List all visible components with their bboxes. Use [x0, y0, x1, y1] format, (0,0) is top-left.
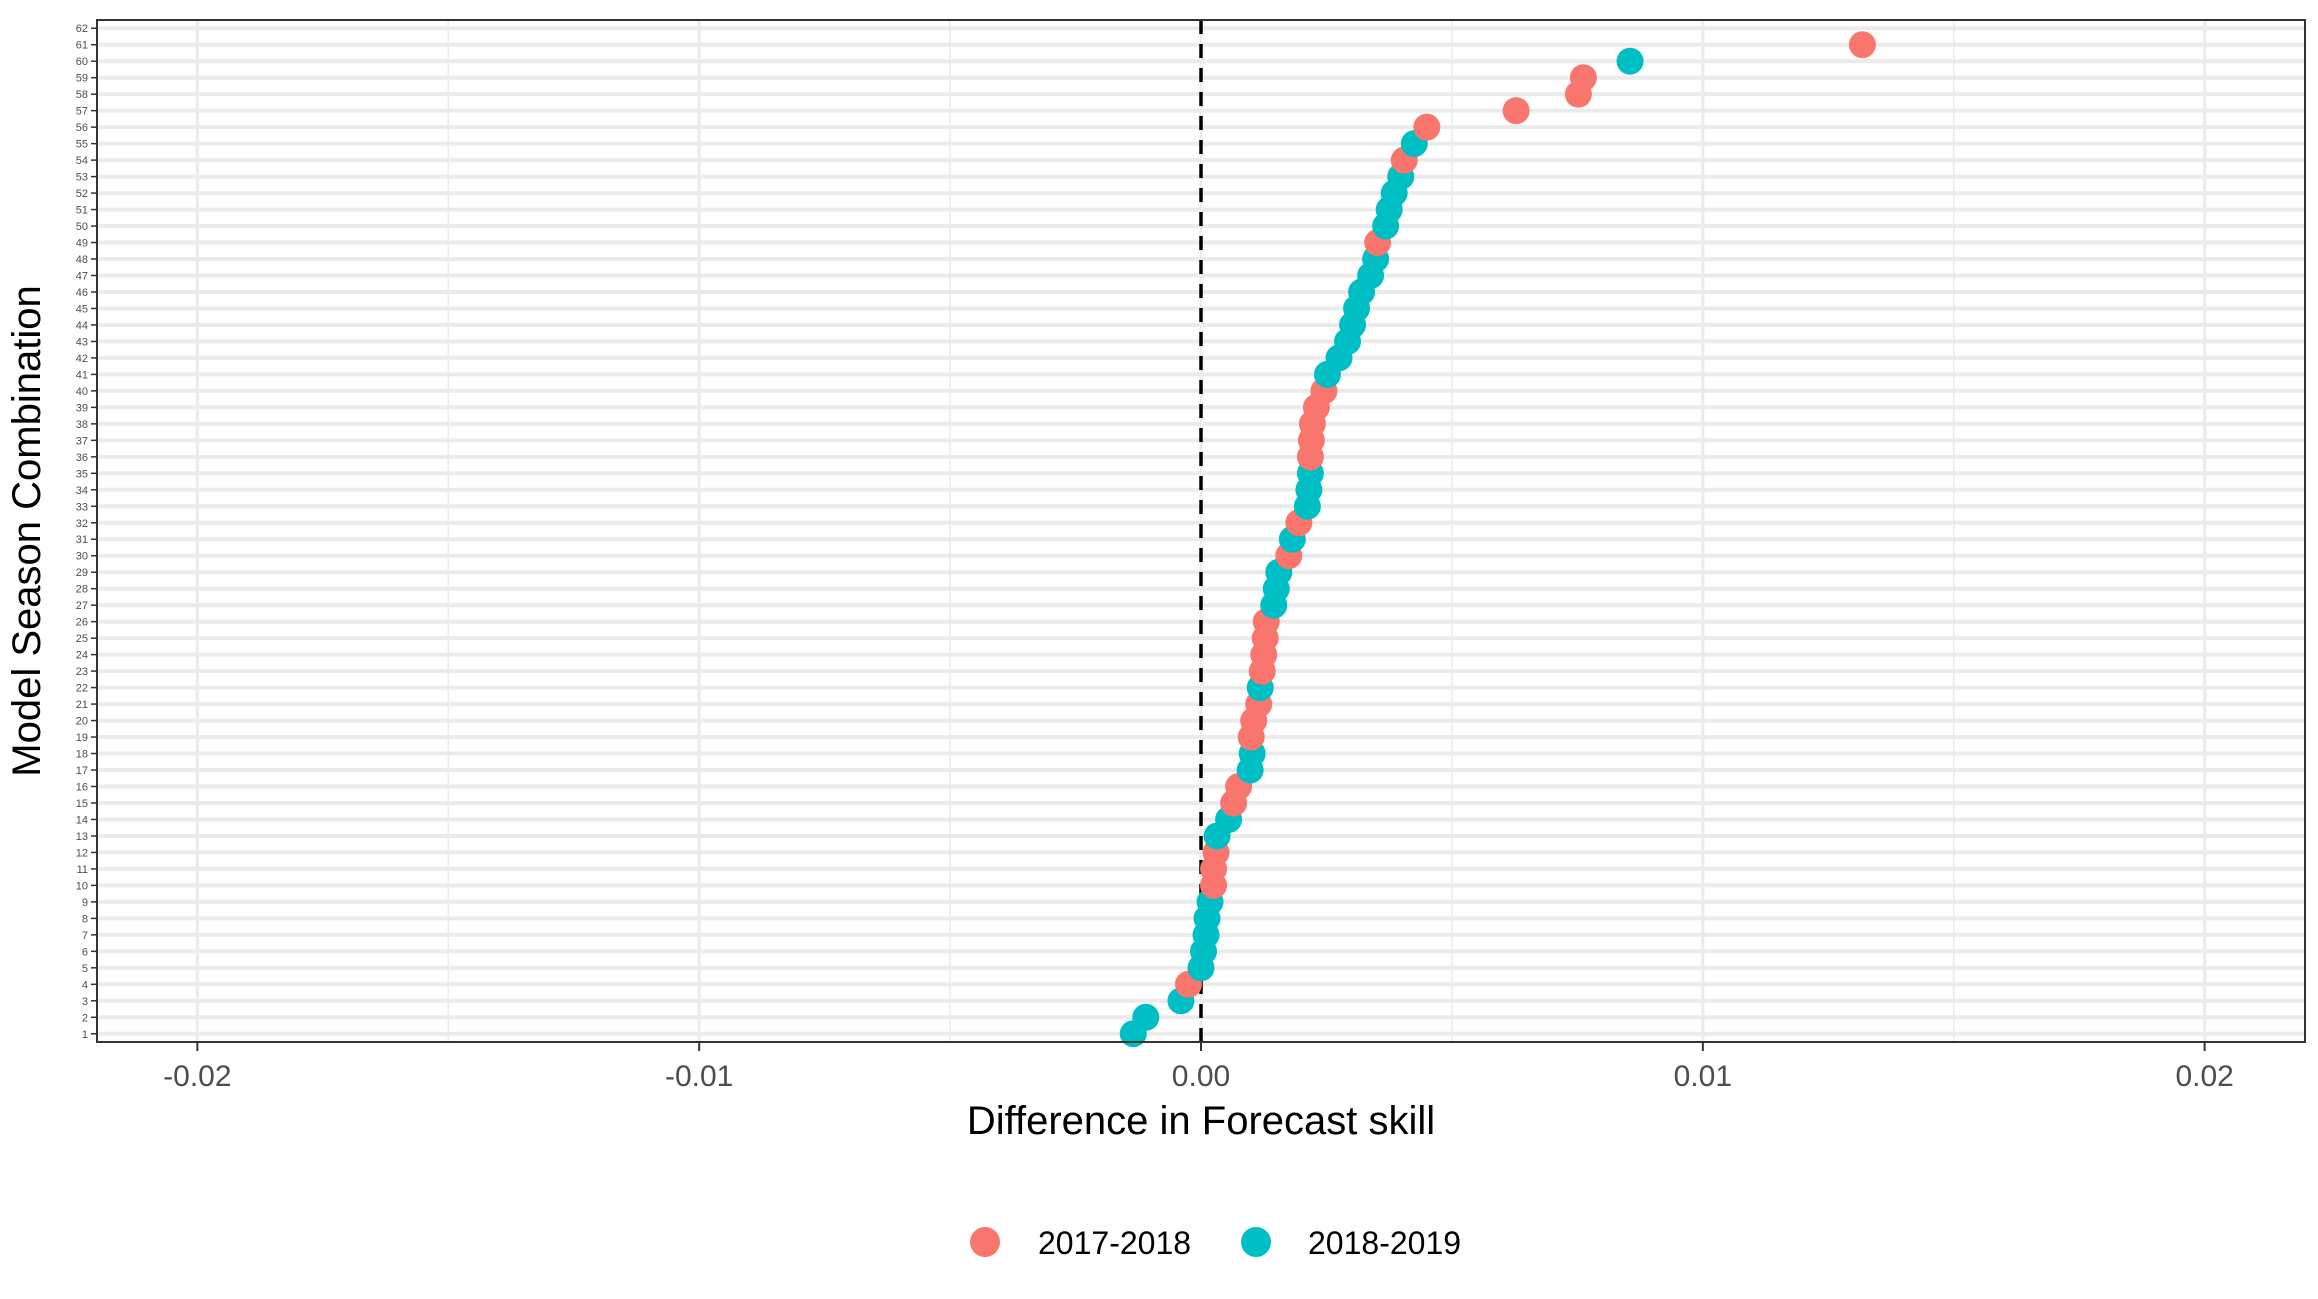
point-2018-2019-60 — [1616, 47, 1644, 75]
y-tick-label: 44 — [76, 320, 88, 332]
y-tick-label: 40 — [76, 386, 88, 398]
y-tick-label: 13 — [76, 831, 88, 843]
y-tick-label: 1 — [82, 1029, 88, 1041]
y-tick-label: 11 — [77, 864, 88, 876]
y-tick-label: 20 — [76, 716, 88, 728]
y-tick-label: 19 — [76, 732, 88, 744]
y-tick-label: 21 — [76, 699, 88, 711]
legend-key-2018-2019 — [1241, 1227, 1271, 1257]
y-tick-label: 35 — [76, 468, 88, 480]
y-tick-label: 2 — [82, 1012, 88, 1024]
y-tick-label: 28 — [76, 584, 88, 596]
y-tick-label: 31 — [76, 534, 88, 546]
y-tick-label: 25 — [76, 633, 88, 645]
y-tick-label: 37 — [76, 435, 88, 447]
y-tick-label: 62 — [76, 23, 88, 35]
y-tick-label: 7 — [82, 930, 88, 942]
y-axis-title: Model Season Combination — [5, 285, 49, 776]
y-tick-label: 46 — [76, 287, 88, 299]
y-tick-label: 12 — [76, 847, 88, 859]
y-tick-label: 26 — [76, 617, 88, 629]
y-tick-label: 3 — [82, 996, 88, 1008]
y-tick-label: 52 — [76, 188, 88, 200]
y-tick-label: 9 — [82, 897, 88, 909]
x-axis-title: Difference in Forecast skill — [967, 1099, 1435, 1143]
y-tick-label: 51 — [76, 205, 88, 217]
y-tick-label: 58 — [76, 89, 88, 101]
y-tick-label: 50 — [76, 221, 88, 233]
y-tick-label: 6 — [82, 946, 88, 958]
y-tick-label: 18 — [76, 749, 88, 761]
y-tick-label: 8 — [82, 913, 88, 925]
y-tick-label: 15 — [76, 798, 88, 810]
x-tick-label: 0.01 — [1674, 1060, 1732, 1093]
y-tick-label: 43 — [76, 336, 88, 348]
y-tick-label: 33 — [76, 501, 88, 513]
y-tick-label: 32 — [76, 518, 88, 530]
y-tick-label: 27 — [76, 600, 88, 612]
y-tick-label: 54 — [76, 155, 88, 167]
y-tick-label: 10 — [76, 880, 88, 892]
y-tick-label: 56 — [76, 122, 88, 134]
y-tick-label: 48 — [76, 254, 88, 266]
point-2017-2018-59 — [1569, 64, 1597, 92]
y-tick-label: 4 — [82, 979, 88, 991]
legend-label-2017-2018: 2017-2018 — [1038, 1225, 1191, 1261]
y-tick-label: 49 — [76, 238, 88, 250]
y-tick-label: 30 — [76, 551, 88, 563]
y-tick-label: 36 — [76, 452, 88, 464]
y-tick-label: 29 — [76, 567, 88, 579]
y-tick-label: 5 — [82, 963, 88, 975]
y-tick-label: 55 — [76, 139, 88, 151]
x-axis-ticks: -0.02 -0.01 0.00 0.01 0.02 — [163, 1042, 2234, 1093]
y-tick-label: 53 — [76, 172, 88, 184]
point-2017-2018-56 — [1413, 113, 1441, 141]
y-tick-label: 45 — [76, 303, 88, 315]
y-tick-label: 14 — [76, 814, 88, 826]
y-tick-label: 60 — [76, 56, 88, 68]
legend: 2017-2018 2018-2019 — [970, 1225, 1461, 1261]
y-tick-label: 38 — [76, 419, 88, 431]
x-tick-label: -0.01 — [665, 1060, 733, 1093]
y-tick-label: 57 — [76, 106, 88, 118]
y-tick-label: 22 — [76, 683, 88, 695]
point-2017-2018-61 — [1848, 31, 1876, 59]
x-tick-label: 0.00 — [1172, 1060, 1230, 1093]
y-axis-ticks: 1234567891011121314151617181920212223242… — [76, 23, 97, 1041]
y-tick-label: 24 — [76, 650, 88, 662]
x-tick-label: -0.02 — [163, 1060, 231, 1093]
point-2018-2019-2 — [1132, 1003, 1160, 1031]
y-tick-label: 42 — [76, 353, 88, 365]
y-tick-label: 17 — [76, 765, 88, 777]
y-tick-label: 34 — [76, 485, 88, 497]
point-2017-2018-57 — [1502, 97, 1530, 125]
y-tick-label: 39 — [76, 402, 88, 414]
x-tick-label: 0.02 — [2175, 1060, 2233, 1093]
y-tick-label: 61 — [76, 40, 88, 52]
y-tick-label: 23 — [76, 666, 88, 678]
y-tick-label: 41 — [76, 369, 88, 381]
legend-key-2017-2018 — [970, 1227, 1000, 1257]
y-tick-label: 16 — [76, 782, 88, 794]
legend-label-2018-2019: 2018-2019 — [1308, 1225, 1461, 1261]
data-points — [1119, 31, 1876, 1048]
y-tick-label: 47 — [76, 271, 88, 283]
y-tick-label: 59 — [76, 73, 88, 85]
